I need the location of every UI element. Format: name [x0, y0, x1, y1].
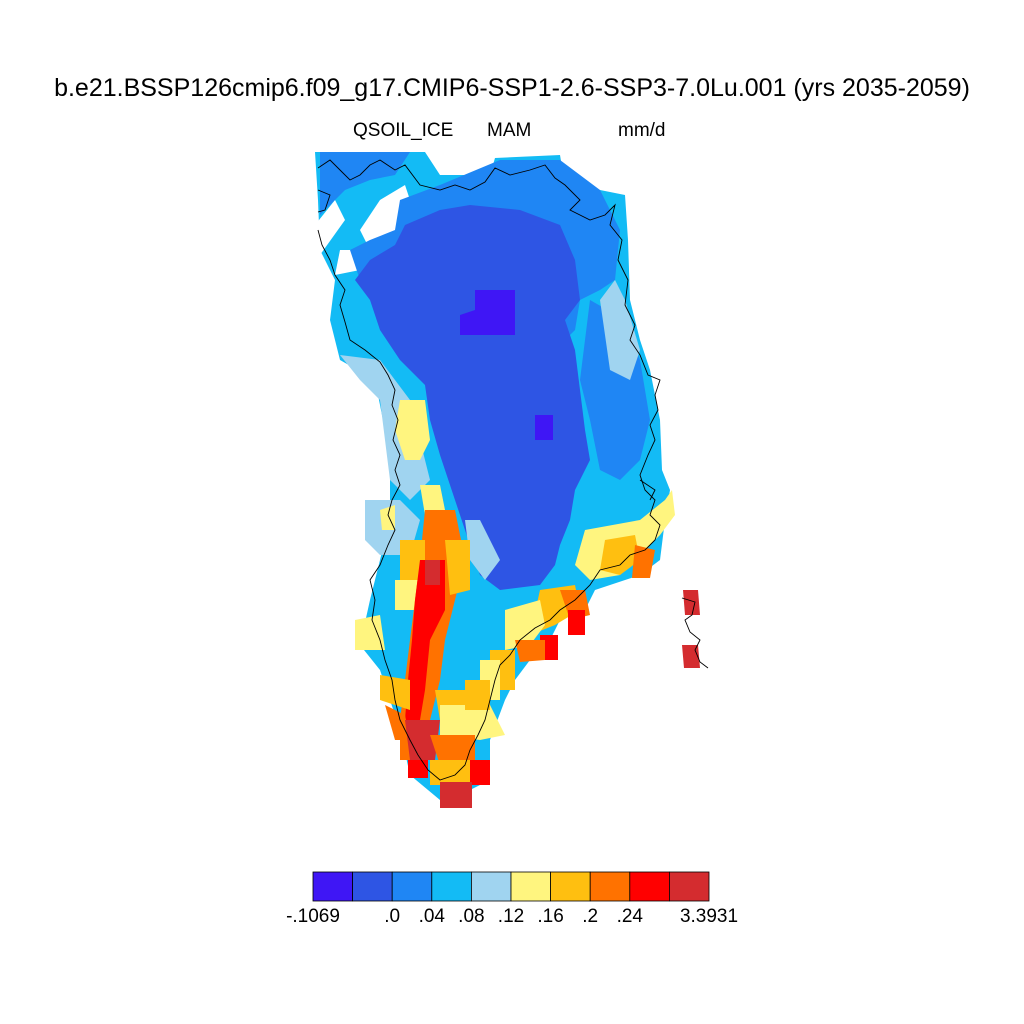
- colorbar-label-7: .24: [616, 906, 644, 927]
- colorbar-label-3: .08: [458, 906, 485, 927]
- plot-title: b.e21.BSSP126cmip6.f09_g17.CMIP6-SSP1-2.…: [54, 74, 970, 102]
- colorbar-label-2: .04: [418, 906, 446, 927]
- colorbar-swatch-9: [669, 871, 710, 902]
- colorbar-swatch-2: [391, 871, 433, 902]
- colorbar-label-1: .0: [384, 906, 401, 927]
- region-violet-1: [460, 290, 515, 335]
- colorbar-swatch-1: [352, 871, 393, 902]
- colorbar-label-4: .12: [497, 906, 525, 927]
- colorbar-swatch-7: [589, 871, 631, 902]
- colorbar-label-8: 3.3931: [679, 906, 739, 927]
- map-field: [315, 152, 700, 808]
- colorbar-label-6: .2: [582, 906, 599, 927]
- colorbar-label-0: -.1069: [286, 906, 340, 927]
- colorbar: [312, 871, 710, 902]
- colorbar-swatch-0: [312, 871, 353, 902]
- region-yellow-west: [395, 400, 430, 460]
- colorbar-swatch-3: [431, 871, 472, 902]
- island-east-1: [683, 590, 700, 615]
- region-violet-2: [535, 415, 553, 440]
- colorbar-swatch-6: [550, 871, 591, 902]
- region-yellow-east: [575, 490, 675, 580]
- units-label: mm/d: [618, 120, 666, 141]
- variable-label: QSOIL_ICE: [353, 120, 454, 141]
- colorbar-swatch-5: [510, 871, 551, 902]
- coastline: [317, 159, 709, 781]
- colorbar-swatch-8: [629, 871, 670, 902]
- season-label: MAM: [487, 120, 532, 141]
- colorbar-label-5: .16: [537, 906, 564, 927]
- region-deepblue: [355, 205, 590, 590]
- colorbar-swatch-4: [470, 871, 512, 902]
- region-midblue: [320, 152, 410, 215]
